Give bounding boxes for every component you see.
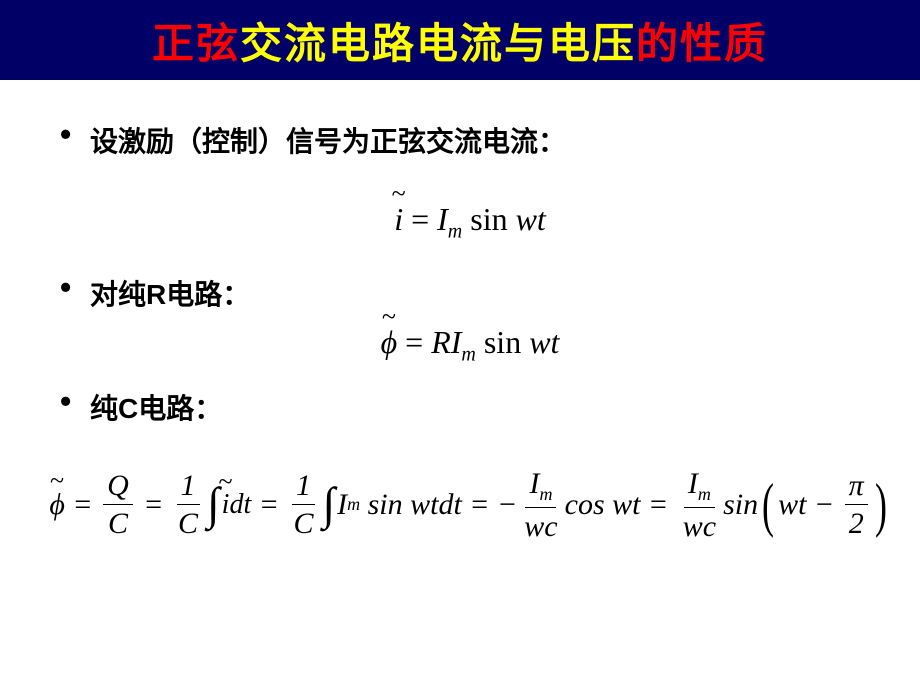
eq3-int2-coeff: I xyxy=(337,488,347,522)
equation-2: ϕ = RIm sin wt xyxy=(60,323,880,366)
slide-content: 设激励（控制）信号为正弦交流电流： i = Im sin wt 对纯R电路： ϕ… xyxy=(0,80,920,543)
eq3-frac5-den: wc xyxy=(679,508,720,543)
eq3-lparen: ( xyxy=(762,481,774,529)
eq2-func: sin xyxy=(484,324,529,360)
eq2-sub: m xyxy=(461,344,475,366)
eq3-frac4: Im wc xyxy=(520,467,561,543)
title-segment-3: 的性质 xyxy=(636,10,768,71)
eq1-equals: = xyxy=(411,201,437,237)
eq3-frac5-num: Im xyxy=(684,467,715,508)
eq1-arg: wt xyxy=(516,201,546,237)
eq3-int1-dt: dt xyxy=(229,489,251,521)
eq1-coeff: I xyxy=(437,201,448,237)
eq3-int2-arg: wtdt xyxy=(410,488,462,522)
eq3-cos: cos xyxy=(565,488,613,522)
eq3-eq1: = xyxy=(65,488,100,522)
eq3-cos-arg: wt xyxy=(612,488,640,522)
bullet-3: 纯C电路： xyxy=(60,387,880,427)
title-segment-2: 交流电路电流与电压 xyxy=(240,10,636,71)
eq3-lhs: ϕ xyxy=(49,488,65,522)
eq3-frac4-den: wc xyxy=(520,508,561,543)
bullet-1: 设激励（控制）信号为正弦交流电流： xyxy=(60,120,880,160)
eq3-eq4: = xyxy=(462,488,497,522)
eq3-paren-minus: − xyxy=(806,488,841,522)
eq3-frac1-den: C xyxy=(104,505,132,540)
eq2-equals: = xyxy=(405,324,431,360)
eq3-rparen: ) xyxy=(875,481,887,529)
slide: 正弦 交流电路电流与电压 的性质 设激励（控制）信号为正弦交流电流： i = I… xyxy=(0,0,920,690)
title-segment-1: 正弦 xyxy=(152,10,240,71)
eq1-func: sin xyxy=(470,201,515,237)
eq3-frac4-num: Im xyxy=(525,467,556,508)
eq3-sin2: sin xyxy=(723,488,758,522)
eq1-lhs: i xyxy=(394,200,403,238)
eq3-eq2: = xyxy=(136,488,171,522)
eq3-int2-sub: m xyxy=(347,494,360,515)
slide-title-bar: 正弦 交流电路电流与电压 的性质 xyxy=(0,0,920,80)
eq3-frac1-num: Q xyxy=(103,469,133,505)
eq3-int2-func: sin xyxy=(360,488,410,522)
eq3-pi-num: π xyxy=(845,469,868,505)
eq2-lhs: ϕ xyxy=(381,323,398,361)
eq1-sub: m xyxy=(448,220,462,242)
eq3-frac2: 1 C xyxy=(174,469,202,540)
eq3-paren-wt: wt xyxy=(778,488,806,522)
eq3-frac2-num: 1 xyxy=(177,469,200,505)
eq3-eq5: = xyxy=(640,488,675,522)
eq3-int2: ∫ xyxy=(322,486,335,523)
bullet-2: 对纯R电路： xyxy=(60,273,880,313)
eq3-int1-expr: i xyxy=(222,489,230,521)
eq2-arg: wt xyxy=(529,324,559,360)
eq3-frac5: Im wc xyxy=(679,467,720,543)
eq3-frac3-den: C xyxy=(289,505,317,540)
eq3-frac1: Q C xyxy=(103,469,133,540)
equation-3: ϕ = Q C = 1 C ∫ idt = 1 C ∫ Im sin wtdt … xyxy=(60,467,880,543)
eq3-frac2-den: C xyxy=(174,505,202,540)
eq3-frac3: 1 C xyxy=(289,469,317,540)
eq3-minus1: − xyxy=(497,488,517,522)
eq3-eq3: = xyxy=(251,488,286,522)
equation-1: i = Im sin wt xyxy=(60,200,880,243)
eq3-frac-pi: π 2 xyxy=(845,469,868,540)
eq2-prefix: RI xyxy=(431,324,461,360)
eq3-frac3-num: 1 xyxy=(292,469,315,505)
eq3-pi-den: 2 xyxy=(845,505,868,540)
